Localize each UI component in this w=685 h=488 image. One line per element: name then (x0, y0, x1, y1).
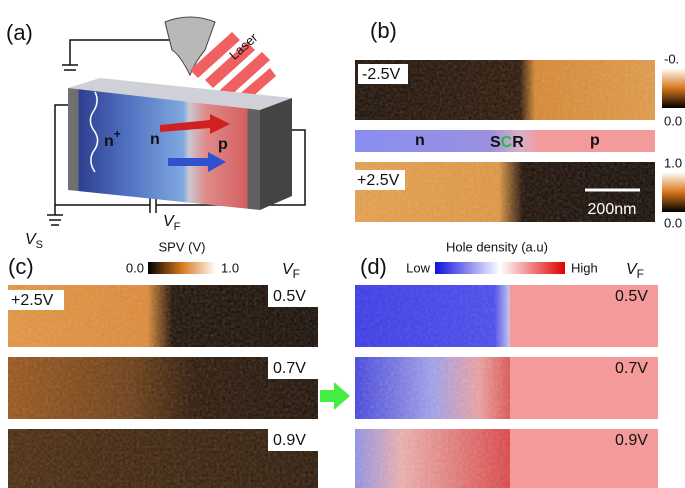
panel-a: (a) Laser n+ n p VS VF (6, 17, 305, 251)
text-part: S (36, 239, 43, 251)
region-label: n (150, 131, 160, 148)
row-label: 0.5V (615, 288, 648, 305)
panel-d: (d) Hole density (a.u) Low High VF 0.5V … (355, 239, 658, 488)
row-label: 0.7V (615, 360, 648, 377)
row-label: 0.9V (273, 432, 306, 449)
bias-label: +2.5V (357, 172, 400, 189)
column-header: VF (626, 261, 644, 281)
colorbar-title: Hole density (a.u) (446, 239, 548, 254)
panel-b: (b) -2.5V -0. 0.0 n SCR p +2.5V 200nm 1.… (355, 18, 685, 231)
colorbar (435, 262, 565, 274)
region-label: p (218, 136, 228, 153)
colorbar-title: SPV (V) (159, 239, 206, 254)
text-part: F (293, 267, 300, 281)
band-label: p (590, 132, 600, 149)
row-label: 0.9V (615, 432, 648, 449)
colorbar-label: 0.0 (664, 113, 682, 128)
colorbar (662, 172, 685, 212)
scale-label: 200nm (588, 201, 637, 218)
bias-label: +2.5V (11, 292, 54, 309)
text-part: + (114, 127, 121, 141)
colorbar-label: High (571, 260, 598, 275)
panel-c: (c) SPV (V) 0.0 1.0 VF +2.5V 0.5V 0.7V 0… (8, 239, 318, 488)
colorbar (662, 68, 685, 108)
text-part: n (104, 133, 114, 150)
map-texture (355, 357, 510, 419)
colorbar-label: Low (406, 260, 430, 275)
panel-label: (a) (6, 20, 33, 45)
text-part: S (490, 134, 501, 151)
text-part: R (512, 134, 524, 151)
colorbar-label: 1.0 (664, 155, 682, 170)
bias-label: -2.5V (362, 66, 401, 83)
voltage-label: VS (25, 231, 43, 251)
row-label: 0.7V (273, 360, 306, 377)
band-label: SCR (490, 134, 524, 151)
map-texture (355, 429, 510, 488)
row-label: 0.5V (273, 288, 306, 305)
colorbar-label: -0. (664, 51, 679, 66)
panel-label: (b) (370, 18, 397, 43)
colorbar-label: 1.0 (221, 260, 239, 275)
panel-label: (d) (360, 254, 387, 279)
colorbar-label: 0.0 (664, 215, 682, 230)
text-part: C (501, 134, 513, 151)
band-label: n (415, 132, 425, 149)
colorbar (148, 262, 216, 274)
map-texture (355, 285, 510, 347)
arrow (320, 382, 350, 410)
text-part: F (174, 221, 181, 233)
figure: (a) Laser n+ n p VS VF (b) (0, 0, 685, 488)
colorbar-label: 0.0 (126, 260, 144, 275)
voltage-label: VF (163, 213, 181, 233)
panel-label: (c) (8, 254, 34, 279)
column-header: VF (282, 261, 300, 281)
text-part: F (637, 267, 644, 281)
device-side (260, 98, 292, 210)
